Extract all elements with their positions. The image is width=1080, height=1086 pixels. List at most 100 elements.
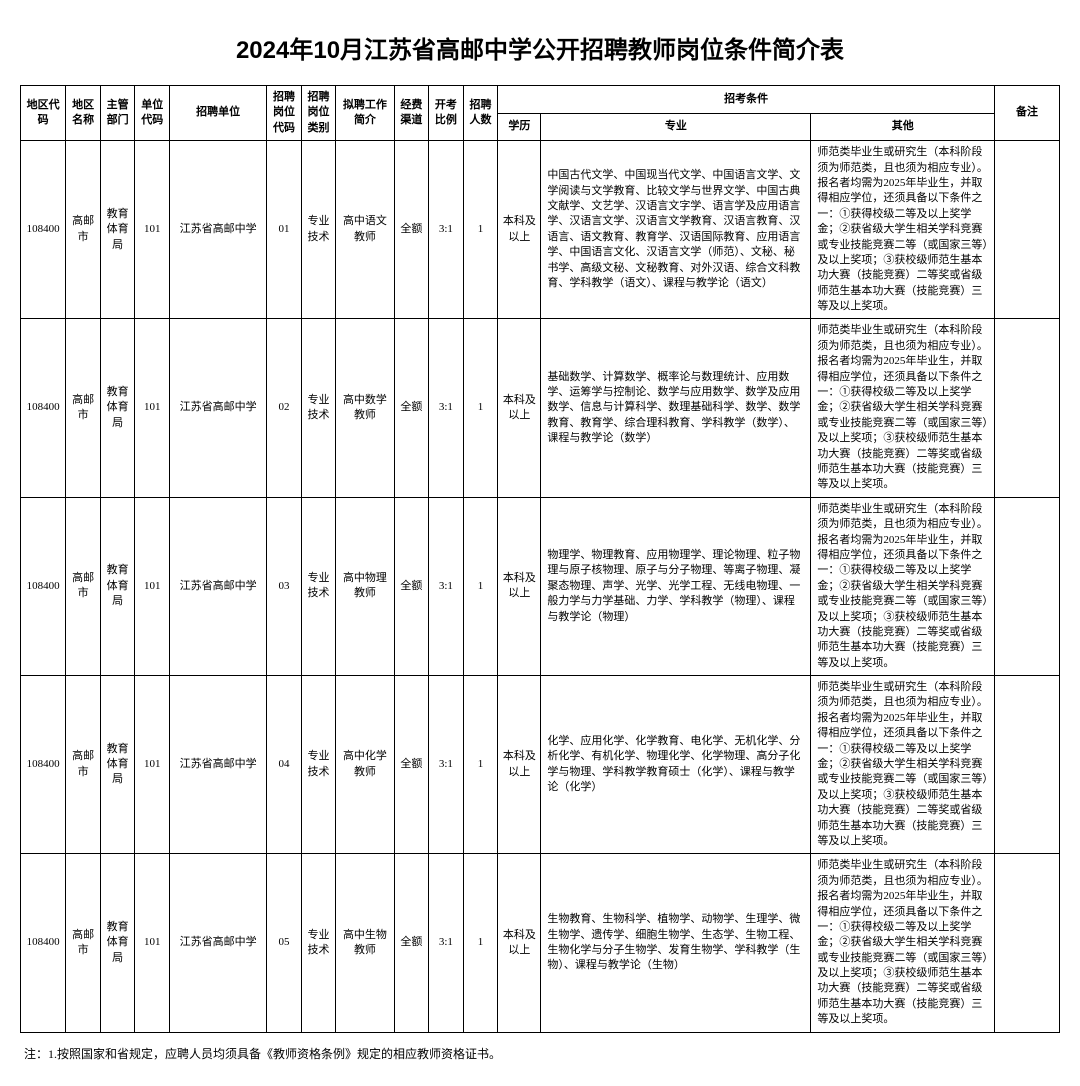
cell-major: 物理学、物理教育、应用物理学、理论物理、粒子物理与原子核物理、原子与分子物理、等… [541,497,811,675]
cell-posType: 专业技术 [301,319,336,497]
cell-edu: 本科及以上 [498,319,541,497]
col-unit-code: 单位代码 [135,86,170,141]
cell-count: 1 [463,497,498,675]
cell-major: 化学、应用化学、化学教育、电化学、无机化学、分析化学、有机化学、物理化学、化学物… [541,676,811,854]
cell-posType: 专业技术 [301,854,336,1032]
col-pos-code: 招聘岗位代码 [267,86,302,141]
cell-fund: 全额 [394,676,429,854]
table-row: 108400高邮市教育体育局101江苏省高邮中学02专业技术高中数学教师全额3:… [21,319,1060,497]
cell-edu: 本科及以上 [498,854,541,1032]
table-row: 108400高邮市教育体育局101江苏省高邮中学01专业技术高中语文教师全额3:… [21,141,1060,319]
cell-unit: 江苏省高邮中学 [170,854,267,1032]
col-note: 备注 [995,86,1060,141]
col-count: 招聘人数 [463,86,498,141]
cell-dept: 教育体育局 [100,319,135,497]
cell-other: 师范类毕业生或研究生（本科阶段须为师范类，且也须为相应专业）。报名者均需为202… [811,141,995,319]
table-row: 108400高邮市教育体育局101江苏省高邮中学04专业技术高中化学教师全额3:… [21,676,1060,854]
col-major: 专业 [541,113,811,141]
col-work: 拟聘工作简介 [336,86,394,141]
cell-count: 1 [463,854,498,1032]
col-pos-type: 招聘岗位类别 [301,86,336,141]
cell-unitCode: 101 [135,854,170,1032]
cell-regionName: 高邮市 [66,497,101,675]
cell-major: 生物教育、生物科学、植物学、动物学、生理学、微生物学、遗传学、细胞生物学、生态学… [541,854,811,1032]
cell-edu: 本科及以上 [498,497,541,675]
cell-work: 高中物理教师 [336,497,394,675]
cell-note [995,141,1060,319]
cell-unit: 江苏省高邮中学 [170,141,267,319]
cell-ratio: 3:1 [429,854,464,1032]
cell-regionCode: 108400 [21,497,66,675]
col-unit: 招聘单位 [170,86,267,141]
cell-work: 高中数学教师 [336,319,394,497]
cell-regionCode: 108400 [21,141,66,319]
cell-regionCode: 108400 [21,854,66,1032]
cell-unit: 江苏省高邮中学 [170,319,267,497]
cell-regionName: 高邮市 [66,854,101,1032]
cell-unitCode: 101 [135,676,170,854]
col-ratio: 开考比例 [429,86,464,141]
cell-unit: 江苏省高邮中学 [170,676,267,854]
recruitment-table: 地区代码 地区名称 主管部门 单位代码 招聘单位 招聘岗位代码 招聘岗位类别 拟… [20,85,1060,1033]
cell-ratio: 3:1 [429,497,464,675]
cell-fund: 全额 [394,319,429,497]
cell-regionName: 高邮市 [66,676,101,854]
cell-unit: 江苏省高邮中学 [170,497,267,675]
cell-posCode: 04 [267,676,302,854]
col-dept: 主管部门 [100,86,135,141]
page-title: 2024年10月江苏省高邮中学公开招聘教师岗位条件简介表 [20,30,1060,65]
cell-note [995,319,1060,497]
cell-posType: 专业技术 [301,141,336,319]
cell-posCode: 05 [267,854,302,1032]
table-row: 108400高邮市教育体育局101江苏省高邮中学05专业技术高中生物教师全额3:… [21,854,1060,1032]
col-edu: 学历 [498,113,541,141]
cell-count: 1 [463,319,498,497]
cell-note [995,676,1060,854]
cell-posCode: 01 [267,141,302,319]
cell-regionName: 高邮市 [66,141,101,319]
cell-fund: 全额 [394,497,429,675]
cell-unitCode: 101 [135,319,170,497]
cell-other: 师范类毕业生或研究生（本科阶段须为师范类，且也须为相应专业）。报名者均需为202… [811,319,995,497]
cell-posType: 专业技术 [301,676,336,854]
cell-count: 1 [463,141,498,319]
cell-other: 师范类毕业生或研究生（本科阶段须为师范类，且也须为相应专业）。报名者均需为202… [811,676,995,854]
cell-note [995,854,1060,1032]
cell-unitCode: 101 [135,497,170,675]
footnote: 注：1.按照国家和省规定，应聘人员均须具备《教师资格条例》规定的相应教师资格证书… [20,1041,1060,1066]
col-other: 其他 [811,113,995,141]
col-conditions: 招考条件 [498,86,995,114]
cell-other: 师范类毕业生或研究生（本科阶段须为师范类，且也须为相应专业）。报名者均需为202… [811,854,995,1032]
cell-posCode: 02 [267,319,302,497]
cell-edu: 本科及以上 [498,676,541,854]
cell-other: 师范类毕业生或研究生（本科阶段须为师范类，且也须为相应专业）。报名者均需为202… [811,497,995,675]
cell-regionName: 高邮市 [66,319,101,497]
col-fund: 经费渠道 [394,86,429,141]
cell-regionCode: 108400 [21,676,66,854]
table-body: 108400高邮市教育体育局101江苏省高邮中学01专业技术高中语文教师全额3:… [21,141,1060,1032]
cell-work: 高中化学教师 [336,676,394,854]
table-header: 地区代码 地区名称 主管部门 单位代码 招聘单位 招聘岗位代码 招聘岗位类别 拟… [21,86,1060,141]
table-row: 108400高邮市教育体育局101江苏省高邮中学03专业技术高中物理教师全额3:… [21,497,1060,675]
cell-dept: 教育体育局 [100,676,135,854]
cell-fund: 全额 [394,141,429,319]
cell-count: 1 [463,676,498,854]
cell-ratio: 3:1 [429,676,464,854]
cell-posCode: 03 [267,497,302,675]
cell-work: 高中语文教师 [336,141,394,319]
cell-ratio: 3:1 [429,141,464,319]
cell-ratio: 3:1 [429,319,464,497]
cell-edu: 本科及以上 [498,141,541,319]
cell-dept: 教育体育局 [100,141,135,319]
cell-dept: 教育体育局 [100,854,135,1032]
cell-fund: 全额 [394,854,429,1032]
cell-work: 高中生物教师 [336,854,394,1032]
cell-note [995,497,1060,675]
cell-major: 中国古代文学、中国现当代文学、中国语言文学、文学阅读与文学教育、比较文学与世界文… [541,141,811,319]
cell-major: 基础数学、计算数学、概率论与数理统计、应用数学、运筹学与控制论、数学与应用数学、… [541,319,811,497]
col-region-code: 地区代码 [21,86,66,141]
cell-unitCode: 101 [135,141,170,319]
cell-regionCode: 108400 [21,319,66,497]
cell-dept: 教育体育局 [100,497,135,675]
col-region-name: 地区名称 [66,86,101,141]
